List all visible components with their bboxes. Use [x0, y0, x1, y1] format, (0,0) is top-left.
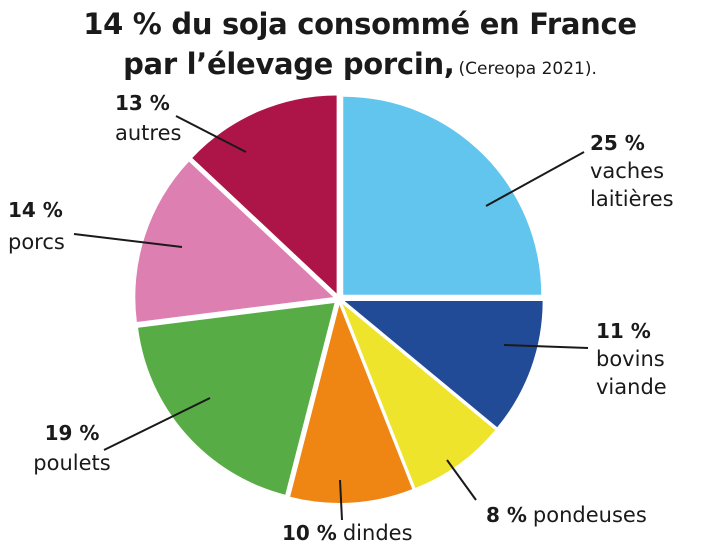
slice-percent-4: 10 %	[282, 521, 337, 545]
leader-line-7	[175, 115, 247, 153]
leader-line-6	[73, 233, 183, 248]
leader-line-3	[446, 459, 477, 501]
slice-percent-3: 8 %	[486, 503, 527, 527]
pie-slice-5	[138, 302, 335, 495]
pie-slice-7	[192, 95, 337, 294]
slice-percent-7: 13 %	[115, 91, 170, 115]
slice-name-2-1: bovins	[596, 347, 665, 371]
slice-name-2-2: viande	[596, 375, 667, 399]
pie-slice-3	[342, 303, 496, 488]
slice-label-4: 10 % dindes	[282, 521, 413, 545]
title-line-2: par l’élevage porcin,	[123, 47, 455, 81]
title-line-1: 14 % du soja consommé en France	[83, 7, 637, 41]
slice-percent-5: 19 %	[45, 421, 100, 445]
slice-name-3-1: pondeuses	[533, 503, 647, 527]
slice-name-5-1: poulets	[33, 451, 110, 475]
slice-name-6-1: porcs	[8, 230, 65, 254]
slice-label-3: 8 % pondeuses	[486, 503, 647, 527]
slice-label-7: 13 % autres	[115, 91, 181, 145]
title-source: (Cereopa 2021).	[458, 59, 597, 79]
leader-line-1	[485, 151, 585, 207]
title-line-2-wrap: par l’élevage porcin, (Cereopa 2021).	[0, 44, 720, 89]
leader-line-5	[103, 397, 211, 451]
pie-slice-1	[343, 96, 542, 295]
slice-label-5: 19 % poulets	[33, 421, 110, 475]
slice-label-2: 11 % bovins viande	[596, 319, 667, 399]
slice-name-1-1: vaches	[590, 159, 664, 183]
leader-line-2	[503, 344, 589, 349]
slice-label-6: 14 % porcs	[8, 198, 65, 254]
leader-line-4	[339, 479, 343, 521]
slice-percent-1: 25 %	[590, 131, 645, 155]
pie-slice-6	[135, 161, 334, 322]
slice-percent-6: 14 %	[8, 198, 63, 222]
slice-name-1-2: laitières	[590, 187, 674, 211]
pie-slice-2	[344, 301, 543, 428]
pie-slice-4	[290, 304, 413, 503]
slice-name-4-1: dindes	[343, 521, 413, 545]
slice-name-7-1: autres	[115, 121, 181, 145]
chart-title: 14 % du soja consommé en France par l’él…	[0, 4, 720, 89]
slice-percent-2: 11 %	[596, 319, 651, 343]
slice-label-1: 25 % vaches laitières	[590, 131, 674, 211]
